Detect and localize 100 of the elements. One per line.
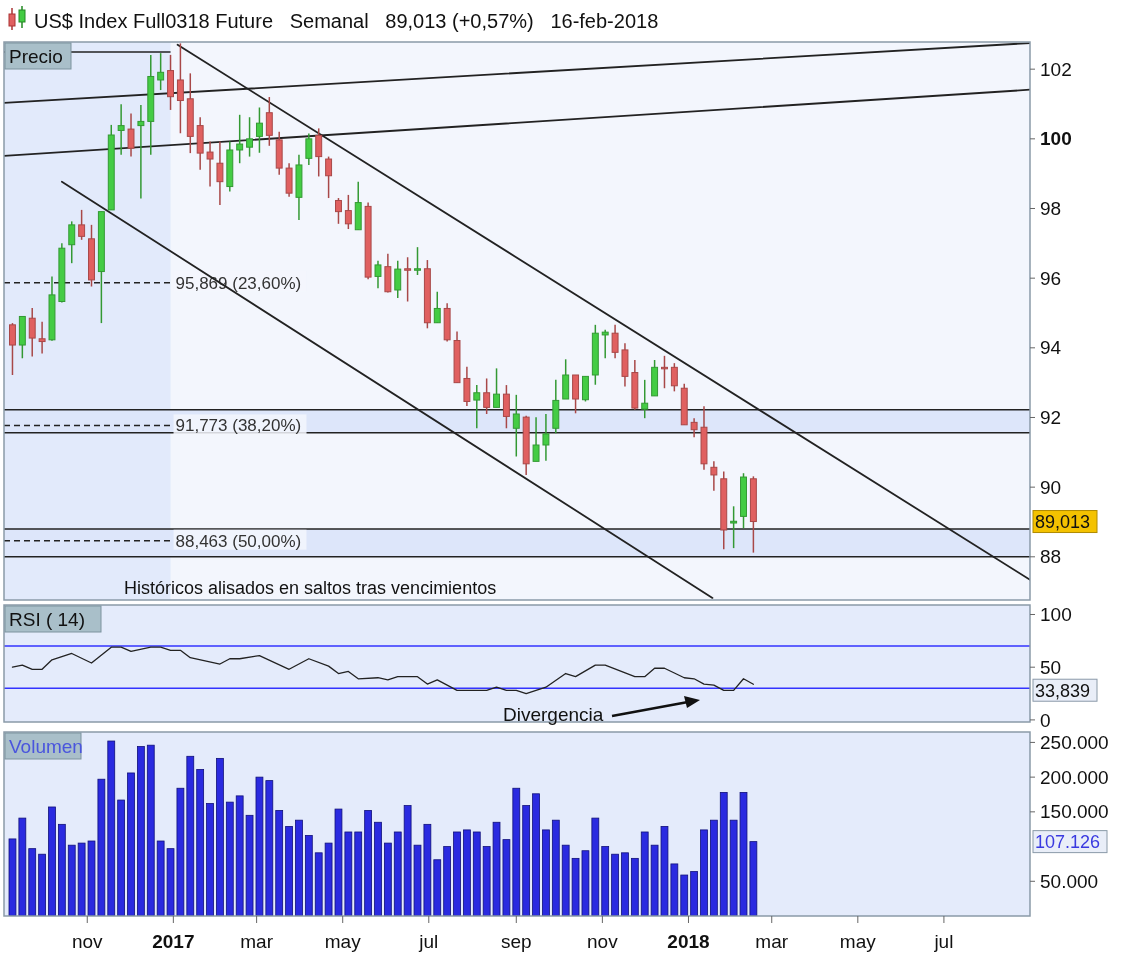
x-tick-label: may [324,931,362,952]
candlestick [216,140,224,206]
x-tick-label: may [839,931,877,952]
y-tick-label: 250.000 [1040,732,1109,754]
y-tick-label: 200.000 [1040,766,1109,788]
bar [522,805,531,916]
y-tick-label: 150.000 [1040,801,1109,823]
candlestick [670,362,678,393]
x-tick-label: mar [755,931,789,952]
x-tick-label: nov [587,931,619,952]
candlestick [335,197,342,225]
candlestick [206,140,214,188]
bar [285,826,293,916]
bar [295,819,303,916]
x-tick-label: nov [71,931,104,952]
bar [630,857,639,916]
annotation: Históricos alisados en saltos tras vencimientos [124,578,497,598]
candlestick [710,460,718,492]
text: 89,013 [1035,511,1091,532]
y-tick-label: 102 [1040,58,1072,80]
y-tick-label: 50.000 [1040,870,1099,892]
bar [38,853,46,916]
bar [453,831,461,916]
bar [127,772,135,916]
candlestick [641,379,649,419]
candlestick [611,324,619,360]
candlestick [157,52,165,91]
ref-line-label: 91,773 (38,20%) [175,416,302,436]
bar [58,823,66,916]
bar [117,799,125,916]
candlestick [127,112,135,158]
bar [542,829,550,916]
candlestick [255,106,263,154]
candlestick [730,505,738,549]
candlestick [404,256,412,303]
bar [107,740,116,916]
x-tick-label: 2018 [667,931,710,952]
candlestick [542,413,550,462]
text: 107.126 [1035,831,1101,852]
candlestick [9,322,16,376]
candlestick [473,384,481,430]
y-tick-label: 100 [1040,604,1072,626]
chart-subtitle: Precio [9,46,63,67]
candlestick [374,259,382,290]
x-tick-label: jul [933,931,954,952]
candlestick [581,375,589,403]
y-tick-label: 92 [1040,407,1062,429]
candlestick [414,246,421,276]
candlestick [38,320,46,355]
bar [463,829,471,916]
y-tick-label: 90 [1040,476,1062,498]
line-series [11,646,755,695]
bar [384,842,392,916]
candlestick [433,290,441,324]
candlestick [532,416,540,463]
candlestick [265,96,273,147]
y-tick-label: 88 [1040,546,1062,568]
bar [551,819,560,916]
bar [206,803,214,916]
x-tick-label: jul [418,931,439,952]
x-tick-label: mar [240,931,274,952]
candlestick [137,104,145,200]
chart-title: Volumen [9,736,83,757]
bar [601,846,610,916]
text: 33,839 [1035,680,1091,701]
candlestick [325,155,333,199]
bar [146,744,155,916]
candlestick [315,127,323,178]
candlestick [493,367,500,409]
bar [354,831,363,916]
bar [472,831,481,916]
chart-title: RSI ( 14) [9,609,86,630]
bar [443,846,451,916]
candlestick [601,328,609,360]
annotation: Divergencia [503,704,604,725]
candlestick [463,365,471,407]
candlestick [246,116,254,158]
ref-line-label: 88,463 (50,00%) [175,531,302,551]
y-tick-label: 98 [1040,198,1062,220]
candlestick [690,417,698,439]
y-tick-label: 96 [1040,267,1062,289]
bar [137,746,145,916]
candlestick [512,394,520,458]
bar [28,848,37,916]
bar [700,829,708,916]
bar [67,844,76,916]
bar [393,831,402,916]
bar [216,757,224,916]
y-tick-label: 100 [1040,128,1072,150]
chart-title: US$ Index Full0318 Future Semanal 89,013 (+0,57%) 16-feb-2018 [34,10,659,32]
candlestick [176,42,184,135]
candlestick [344,194,352,230]
y-tick-label: 94 [1040,337,1062,359]
bar [374,821,382,916]
x-tick-label: 2017 [152,931,195,952]
bar [611,853,619,916]
candlestick [483,377,491,415]
candlestick [394,259,402,299]
candlestick [502,384,510,430]
bar [621,852,629,916]
